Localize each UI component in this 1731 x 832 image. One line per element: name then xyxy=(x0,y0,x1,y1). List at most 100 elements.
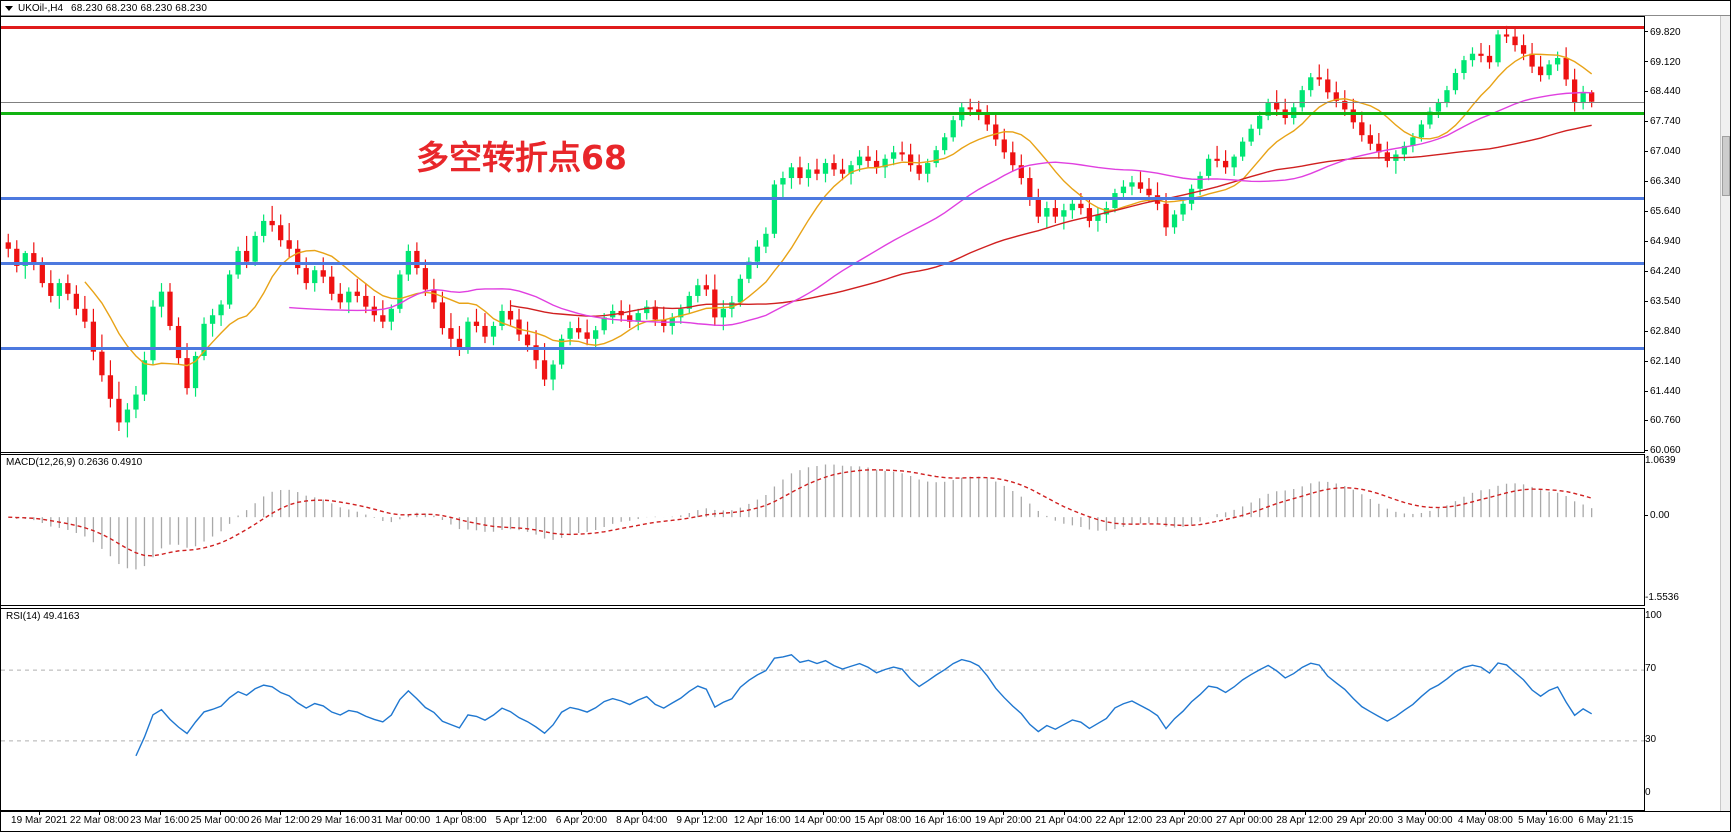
macd-series xyxy=(8,464,1593,570)
time-tick-mark xyxy=(1304,812,1306,815)
time-axis-label: 21 Apr 04:00 xyxy=(1035,815,1092,826)
macd-panel[interactable] xyxy=(1,454,1722,606)
price-level-line[interactable] xyxy=(1,197,1644,201)
price-level-line[interactable] xyxy=(1,25,1644,29)
price-panel[interactable] xyxy=(1,16,1722,453)
scrollbar-thumb[interactable] xyxy=(1722,136,1730,196)
time-tick-mark xyxy=(1485,812,1487,815)
time-tick-mark xyxy=(1244,812,1246,815)
time-axis-label: 6 May 21:15 xyxy=(1578,815,1634,826)
price-tick: 60.760 xyxy=(1645,415,1681,426)
time-tick-mark xyxy=(1545,812,1547,815)
time-axis-label: 9 Apr 12:00 xyxy=(676,815,728,826)
time-axis-label: 14 Apr 00:00 xyxy=(794,815,851,826)
time-axis-label: 12 Apr 16:00 xyxy=(733,815,791,826)
symbol-label: UKOil-,H4 xyxy=(18,2,64,14)
rsi-series xyxy=(1,653,1644,757)
price-level-line[interactable] xyxy=(1,101,1644,103)
time-tick-mark xyxy=(1425,812,1427,815)
time-axis-label: 31 Mar 00:00 xyxy=(371,815,431,826)
time-tick-mark xyxy=(822,812,824,815)
time-axis-label: 25 Mar 00:00 xyxy=(190,815,250,826)
price-tick: 69.120 xyxy=(1645,57,1681,68)
time-axis-label: 22 Mar 08:00 xyxy=(69,815,129,826)
time-axis-label: 16 Apr 16:00 xyxy=(914,815,972,826)
time-tick-mark xyxy=(1063,812,1065,815)
time-tick-mark xyxy=(1184,812,1186,815)
time-axis-label: 26 Mar 12:00 xyxy=(250,815,310,826)
time-tick-mark xyxy=(1364,812,1366,815)
time-axis-label: 28 Apr 12:00 xyxy=(1276,815,1333,826)
price-tick: 68.440 xyxy=(1645,86,1681,97)
chart-header: UKOil-,H4 68.230 68.230 68.230 68.230 xyxy=(1,1,1730,16)
price-tick: 62.140 xyxy=(1645,356,1681,367)
time-tick-mark xyxy=(701,812,703,815)
macd-tick: 0.00 xyxy=(1645,511,1669,521)
time-tick-mark xyxy=(39,812,41,815)
time-tick-mark xyxy=(280,812,282,815)
time-tick-mark xyxy=(521,812,523,815)
time-axis-label: 19 Apr 20:00 xyxy=(974,815,1032,826)
time-tick-mark xyxy=(460,812,462,815)
rsi-tick: 0 xyxy=(1645,787,1651,798)
time-tick-mark xyxy=(159,812,161,815)
time-axis-label: 23 Mar 16:00 xyxy=(130,815,190,826)
price-tick: 67.040 xyxy=(1645,146,1681,157)
price-level-line[interactable] xyxy=(1,111,1644,115)
time-axis-label: 4 May 08:00 xyxy=(1457,815,1513,826)
time-tick-mark xyxy=(1123,812,1125,815)
rsi-plot-area[interactable] xyxy=(1,609,1644,812)
macd-tick: -1.5536 xyxy=(1645,592,1679,603)
time-axis-label: 6 Apr 20:00 xyxy=(555,815,608,826)
time-tick-mark xyxy=(882,812,884,815)
time-axis-label: 5 May 16:00 xyxy=(1518,815,1574,826)
time-axis-label: 8 Apr 04:00 xyxy=(616,815,668,826)
time-tick-mark xyxy=(641,812,643,815)
macd-label: MACD(12,26,9) 0.2636 0.4910 xyxy=(6,457,143,468)
ohlc-values: 68.230 68.230 68.230 68.230 xyxy=(71,2,208,14)
time-axis-label: 19 Mar 2021 xyxy=(11,815,68,826)
time-tick-mark xyxy=(400,812,402,815)
time-tick-mark xyxy=(762,812,764,815)
rsi-tick: 70 xyxy=(1645,663,1657,675)
time-axis-label: 23 Apr 20:00 xyxy=(1155,815,1213,826)
price-level-line[interactable] xyxy=(1,261,1644,265)
vertical-scrollbar[interactable] xyxy=(1720,16,1730,811)
time-tick-mark xyxy=(219,812,221,815)
macd-plot-area[interactable] xyxy=(1,455,1644,607)
price-tick: 62.840 xyxy=(1645,326,1681,337)
time-axis-label: 15 Apr 08:00 xyxy=(854,815,912,826)
time-tick-mark xyxy=(1003,812,1005,815)
time-tick-mark xyxy=(581,812,583,815)
price-tick: 66.340 xyxy=(1645,176,1681,187)
time-axis-label: 3 May 00:00 xyxy=(1397,815,1453,826)
rsi-tick: 100 xyxy=(1645,610,1662,621)
time-tick-mark xyxy=(943,812,945,815)
time-axis-label: 29 Apr 20:00 xyxy=(1336,815,1394,826)
price-tick: 64.240 xyxy=(1645,266,1681,277)
price-tick: 64.940 xyxy=(1645,236,1681,247)
rsi-panel[interactable] xyxy=(1,608,1722,811)
rsi-tick: 30 xyxy=(1645,733,1657,745)
price-axis[interactable]: 69.820 69.120 68.440 67.740 67.040 66.340 65.6… xyxy=(1644,16,1722,456)
macd-axis[interactable]: 1.0639 0.00 -1.5536 xyxy=(1644,454,1722,606)
time-axis-label: 22 Apr 12:00 xyxy=(1095,815,1153,826)
caret-down-icon[interactable] xyxy=(5,5,13,11)
price-tick: 63.540 xyxy=(1645,296,1681,307)
chart-annotation-text: 多空转折点68 xyxy=(416,138,627,177)
macd-tick: 1.0639 xyxy=(1645,455,1676,466)
rsi-axis[interactable]: 100 70 30 0 xyxy=(1644,608,1722,811)
candlestick-series xyxy=(5,25,1595,438)
price-plot-area[interactable] xyxy=(1,17,1644,454)
price-level-line[interactable] xyxy=(1,347,1644,351)
price-tick: 65.640 xyxy=(1645,206,1681,217)
price-tick: 69.820 xyxy=(1645,27,1681,38)
time-axis[interactable]: 19 Mar 2021 22 Mar 08:00 23 Mar 16:00 25 Ma… xyxy=(1,811,1730,831)
time-tick-mark xyxy=(1605,812,1607,815)
time-axis-label: 5 Apr 12:00 xyxy=(495,815,547,826)
time-axis-label: 1 Apr 08:00 xyxy=(435,815,487,826)
price-tick: 67.740 xyxy=(1645,116,1681,127)
time-tick-mark xyxy=(340,812,342,815)
price-tick: 61.440 xyxy=(1645,386,1681,397)
